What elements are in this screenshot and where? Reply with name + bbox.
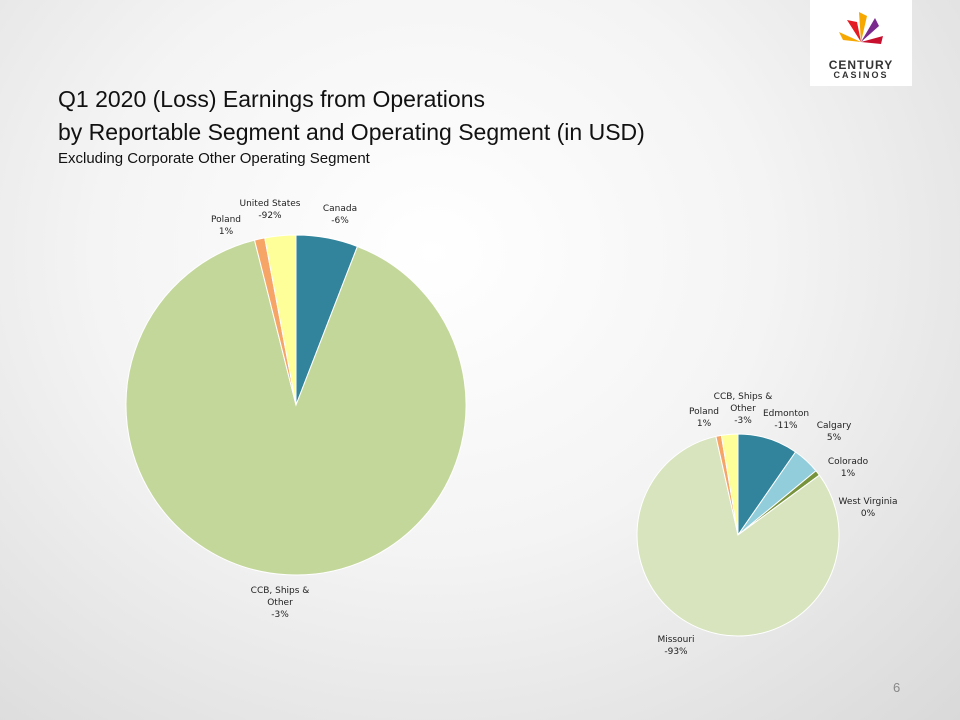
- slice-value: -92%: [258, 211, 282, 221]
- slice-label: Colorado 1%: [823, 456, 873, 480]
- slice-name: United States: [239, 199, 301, 209]
- slice-label: Canada -6%: [310, 203, 370, 227]
- logo-text: CASINOS: [833, 70, 889, 80]
- pie-slice: [636, 435, 840, 637]
- slice-name: CCB, Ships & Other: [713, 392, 773, 414]
- slice-label: United States -92%: [215, 198, 325, 222]
- subtitle: Excluding Corporate Other Operating Segm…: [58, 150, 370, 167]
- slice-name: Colorado: [827, 457, 869, 467]
- logo: CENTURY CASINOS: [810, 0, 912, 86]
- pie-slice: [720, 433, 739, 536]
- pie-slice: [125, 239, 467, 576]
- slice-value: 1%: [696, 419, 712, 429]
- slice-value: -3%: [271, 610, 289, 620]
- slice-name: Poland: [688, 407, 720, 417]
- slice-label: CCB, Ships & Other -3%: [240, 585, 320, 621]
- slice-value: -11%: [774, 421, 798, 431]
- slice-name: Missouri: [657, 635, 695, 645]
- slice-value: -93%: [664, 647, 688, 657]
- slice-name: Calgary: [816, 421, 852, 431]
- slice-label: West Virginia 0%: [828, 496, 908, 520]
- slice-label: Calgary 5%: [809, 420, 859, 444]
- slice-value: 0%: [860, 509, 876, 519]
- slice-value: 5%: [826, 433, 842, 443]
- page-number: 6: [893, 680, 901, 695]
- slice-label: Edmonton -11%: [756, 408, 816, 432]
- slice-label: CCB, Ships & Other -3%: [713, 391, 773, 427]
- title-line: Q1 2020 (Loss) Earnings from Operations: [58, 86, 485, 112]
- slice-name: Poland: [210, 215, 242, 225]
- slice-value: -6%: [331, 216, 349, 226]
- slice-name: West Virginia: [838, 497, 898, 507]
- slice-name: CCB, Ships & Other: [250, 586, 310, 608]
- logo-text: CENTURY: [828, 58, 894, 72]
- slice-value: 1%: [218, 227, 234, 237]
- title-line: by Reportable Segment and Operating Segm…: [58, 119, 645, 145]
- slice-value: -3%: [734, 416, 752, 426]
- slice-value: 1%: [840, 469, 856, 479]
- logo-icon: [839, 12, 883, 44]
- slice-label: Poland 1%: [684, 406, 724, 430]
- slice-label: Poland 1%: [201, 214, 251, 238]
- pie-slice: [264, 234, 297, 406]
- slice-label: Missouri -93%: [646, 634, 706, 658]
- slice-name: Edmonton: [762, 409, 810, 419]
- slice-name: Canada: [322, 204, 358, 214]
